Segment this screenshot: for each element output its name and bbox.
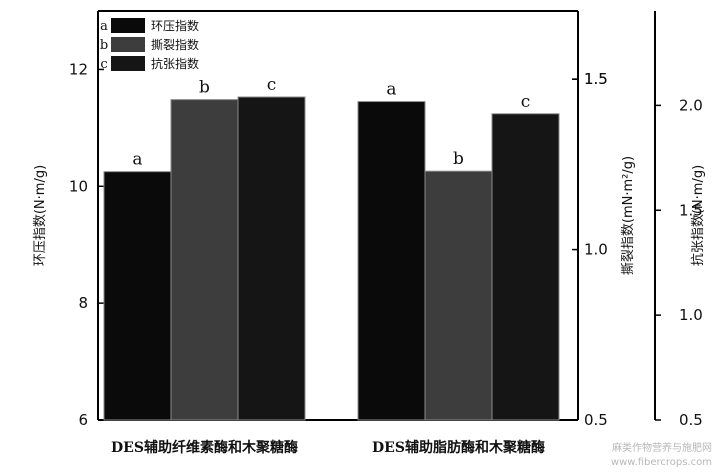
right-axis-2-tick-label: 2.0 <box>679 96 703 114</box>
bar <box>357 101 426 421</box>
watermark-line-2: www.fibercrops.com <box>611 457 712 468</box>
legend-label: 撕裂指数 <box>151 37 199 52</box>
bar <box>170 99 239 421</box>
bar-label: a <box>386 80 396 100</box>
legend-swatch <box>111 37 145 52</box>
left-axis-title: 环压指数(N·m/g) <box>33 165 48 266</box>
left-axis-tick-label: 12 <box>69 60 88 78</box>
legend: a 环压指数 b 撕裂指数 c 抗张指数 <box>100 18 199 72</box>
right-axis-1-tick-label: 1.0 <box>584 241 608 259</box>
right-axis-2-tick-label: 0.5 <box>679 411 703 429</box>
right-axis-2-tick-label: 1.0 <box>679 306 703 324</box>
category-label: DES辅助脂肪酶和木聚糖酶 <box>372 439 545 456</box>
right-axis-1-tick-label: 1.5 <box>584 70 608 88</box>
watermark-line-1: 麻类作物营养与施肥网 <box>612 441 712 454</box>
left-axis-tick-label: 10 <box>69 177 88 195</box>
right-axis-1-title: 撕裂指数(mN·m²/g) <box>621 156 636 275</box>
legend-letter: b <box>100 38 108 53</box>
right-axis-2-title: 抗张指数(N·m/g) <box>691 165 706 266</box>
bar <box>491 113 560 421</box>
legend-label: 抗张指数 <box>151 56 199 71</box>
legend-letter: a <box>100 19 108 34</box>
axes-layer: 6810120.51.01.51.50.51.01.52.0环压指数(N·m/g… <box>33 10 706 429</box>
bars-layer <box>103 96 560 421</box>
legend-label: 环压指数 <box>151 18 199 33</box>
bar <box>103 171 172 421</box>
left-axis-tick-label: 8 <box>78 294 88 312</box>
left-axis-tick-label: 6 <box>78 411 88 429</box>
bar-label: b <box>453 149 464 169</box>
watermark: 麻类作物营养与施肥网 www.fibercrops.com <box>611 441 712 468</box>
bar <box>424 170 493 421</box>
bar-label: c <box>267 75 277 95</box>
legend-swatch <box>111 18 145 33</box>
bar-label: c <box>521 92 531 112</box>
category-label: DES辅助纤维素酶和木聚糖酶 <box>111 439 298 456</box>
bar-label: b <box>199 78 210 98</box>
right-axis-2-tick-label: 1.5 <box>679 201 703 219</box>
legend-letter: c <box>100 57 107 72</box>
legend-swatch <box>111 56 145 71</box>
bar <box>237 96 306 421</box>
bar-label: a <box>132 150 142 170</box>
right-axis-1-tick-label: 1.5 <box>584 70 608 88</box>
labels-layer: a b c DES辅助纤维素酶和木聚糖酶 a b c DES辅助脂肪酶和木聚糖酶 <box>111 75 545 456</box>
right-axis-1-tick-label: 0.5 <box>584 411 608 429</box>
